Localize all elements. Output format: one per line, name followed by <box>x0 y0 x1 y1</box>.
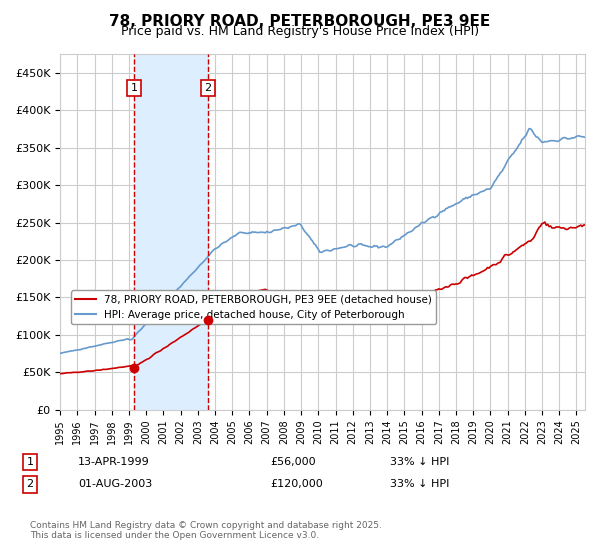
Text: 2: 2 <box>26 479 34 489</box>
Text: 33% ↓ HPI: 33% ↓ HPI <box>390 479 449 489</box>
Text: £56,000: £56,000 <box>270 457 316 467</box>
Text: 01-AUG-2003: 01-AUG-2003 <box>78 479 152 489</box>
Text: 33% ↓ HPI: 33% ↓ HPI <box>390 457 449 467</box>
Text: 1: 1 <box>130 83 137 93</box>
Legend: 78, PRIORY ROAD, PETERBOROUGH, PE3 9EE (detached house), HPI: Average price, det: 78, PRIORY ROAD, PETERBOROUGH, PE3 9EE (… <box>71 291 436 324</box>
Text: 1: 1 <box>26 457 34 467</box>
Bar <box>134 54 208 409</box>
Text: Price paid vs. HM Land Registry's House Price Index (HPI): Price paid vs. HM Land Registry's House … <box>121 25 479 38</box>
Text: 2: 2 <box>204 83 211 93</box>
Text: 13-APR-1999: 13-APR-1999 <box>78 457 150 467</box>
Text: 78, PRIORY ROAD, PETERBOROUGH, PE3 9EE: 78, PRIORY ROAD, PETERBOROUGH, PE3 9EE <box>109 14 491 29</box>
Text: Contains HM Land Registry data © Crown copyright and database right 2025.
This d: Contains HM Land Registry data © Crown c… <box>30 521 382 540</box>
Text: £120,000: £120,000 <box>270 479 323 489</box>
